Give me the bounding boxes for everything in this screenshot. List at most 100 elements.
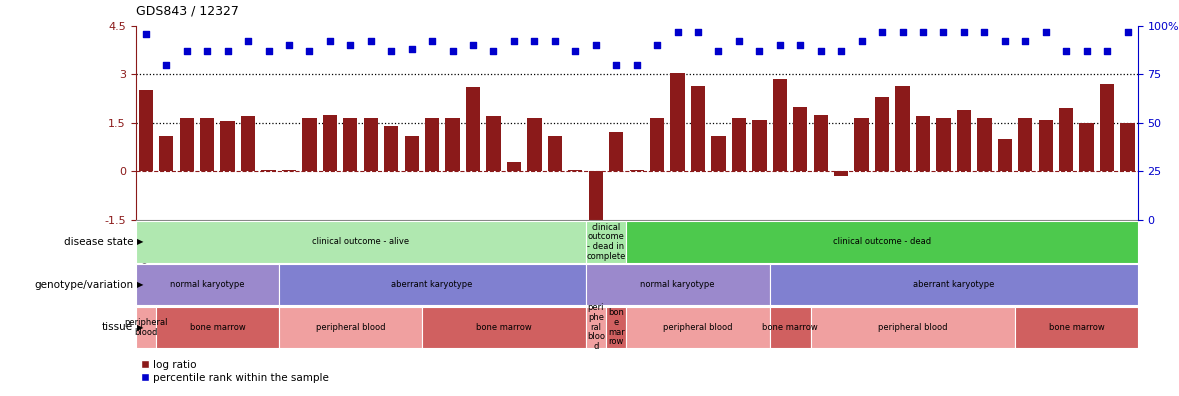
Text: peripheral blood: peripheral blood [316,323,386,332]
Bar [610,132,624,171]
Bar [179,118,193,171]
Point [361,38,380,44]
Text: aberrant karyotype: aberrant karyotype [391,280,473,289]
Bar [793,107,808,171]
Text: clinical outcome - dead: clinical outcome - dead [834,237,931,246]
Text: peripheral
blood: peripheral blood [124,318,167,337]
Text: bon
e
mar
row: bon e mar row [608,308,625,346]
Point [995,38,1014,44]
Bar [1080,123,1094,171]
Bar [220,121,235,171]
Point [218,48,237,54]
Point [198,48,217,54]
Point [750,48,769,54]
Point [791,42,810,48]
Point [137,30,156,37]
Text: aberrant karyotype: aberrant karyotype [913,280,994,289]
Bar [1120,123,1134,171]
Point [341,42,360,48]
Point [566,48,585,54]
Text: normal karyotype: normal karyotype [640,280,714,289]
Bar [977,118,992,171]
Point [770,42,789,48]
Bar [446,118,460,171]
Bar [548,136,562,171]
Bar [282,170,296,171]
Bar [895,86,910,171]
Point [546,38,565,44]
Point [811,48,830,54]
Bar [278,264,586,305]
Bar [770,307,810,348]
Text: GDS843 / 12327: GDS843 / 12327 [136,5,238,18]
Text: tissue: tissue [103,322,133,332]
Point [463,42,482,48]
Bar [568,170,582,171]
Point [1118,29,1137,35]
Bar [752,120,766,171]
Point [423,38,442,44]
Point [321,38,340,44]
Point [279,42,298,48]
Point [852,38,871,44]
Bar [772,79,786,171]
Text: clinical outcome - alive: clinical outcome - alive [312,237,409,246]
Bar [1059,108,1073,171]
Bar [997,139,1012,171]
Bar [466,87,480,171]
Bar [691,86,705,171]
Bar [650,118,664,171]
Bar [486,116,501,171]
Text: ▶: ▶ [137,323,144,332]
Bar [855,118,869,171]
Bar [1039,120,1053,171]
Point [1078,48,1096,54]
Bar [586,221,626,263]
Bar [363,118,378,171]
Bar [956,110,971,171]
Bar [200,118,215,171]
Bar [278,307,422,348]
Point [157,61,176,68]
Bar [156,307,278,348]
Point [831,48,850,54]
Text: peripheral blood: peripheral blood [878,323,948,332]
Bar [136,221,586,263]
Bar [814,115,828,171]
Text: bone marrow: bone marrow [762,323,818,332]
Bar [586,307,606,348]
Text: genotype/variation: genotype/variation [34,280,133,289]
Bar [424,118,440,171]
Text: peripheral blood: peripheral blood [664,323,733,332]
Point [586,42,605,48]
Point [402,46,421,52]
Point [975,29,994,35]
Point [525,38,544,44]
Point [730,38,749,44]
Point [627,61,646,68]
Point [914,29,933,35]
Point [709,48,727,54]
Bar [586,264,770,305]
Bar [136,307,156,348]
Bar [136,264,278,305]
Point [238,38,257,44]
Point [647,42,666,48]
Point [1036,29,1055,35]
Text: peri
phe
ral
bloo
d: peri phe ral bloo d [587,303,605,351]
Text: bone marrow: bone marrow [476,323,532,332]
Bar [139,90,153,171]
Point [1016,38,1035,44]
Bar [507,162,521,171]
Text: disease state: disease state [64,237,133,247]
Point [668,29,687,35]
Point [955,29,974,35]
Bar [1019,118,1033,171]
Bar [834,171,849,176]
Text: bone marrow: bone marrow [190,323,245,332]
Bar [916,116,930,171]
Point [177,48,196,54]
Point [934,29,953,35]
Text: clinical
outcome
- dead in
complete: clinical outcome - dead in complete [586,223,626,261]
Point [689,29,707,35]
